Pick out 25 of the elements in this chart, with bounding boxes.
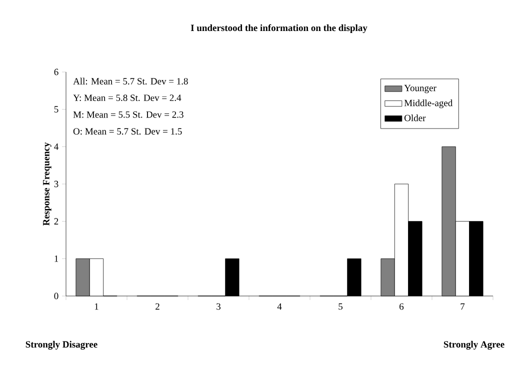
annotation: Y: Mean = 5.8 St. Dev = 2.4 — [73, 94, 182, 102]
y-tick-label: 0 — [54, 292, 58, 300]
x-tick-label: 1 — [94, 303, 98, 310]
x-tick-label: 2 — [156, 303, 160, 310]
legend-label: Middle-aged — [404, 100, 453, 108]
y-axis-title: Response Frequency — [43, 142, 52, 226]
y-tick-label: 1 — [54, 256, 58, 262]
legend-label: Older — [404, 114, 426, 122]
annotation: All: Mean = 5.7 St. Dev = 1.8 — [73, 78, 188, 85]
x-tick-label: 6 — [400, 303, 404, 310]
annotation: O: Mean = 5.7 St. Dev = 1.5 — [73, 128, 182, 135]
chart-title: I understood the information on the display — [190, 24, 368, 34]
annotation: M: Mean = 5.5 St. Dev = 2.3 — [73, 111, 184, 118]
x-tick-label: 5 — [338, 303, 342, 310]
y-tick-label: 5 — [54, 106, 58, 112]
x-tick-label: 7 — [460, 303, 465, 310]
x-tick-label: 3 — [216, 303, 220, 310]
y-tick-label: 3 — [54, 180, 58, 188]
y-tick-label: 2 — [54, 218, 58, 224]
text: Strongly Agree — [444, 340, 504, 350]
legend-label: Younger — [404, 84, 436, 94]
x-tick-label: 4 — [277, 303, 282, 310]
y-tick-label: 6 — [54, 68, 58, 76]
y-tick-label: 4 — [54, 144, 58, 150]
text: Strongly Disagree — [26, 340, 98, 350]
